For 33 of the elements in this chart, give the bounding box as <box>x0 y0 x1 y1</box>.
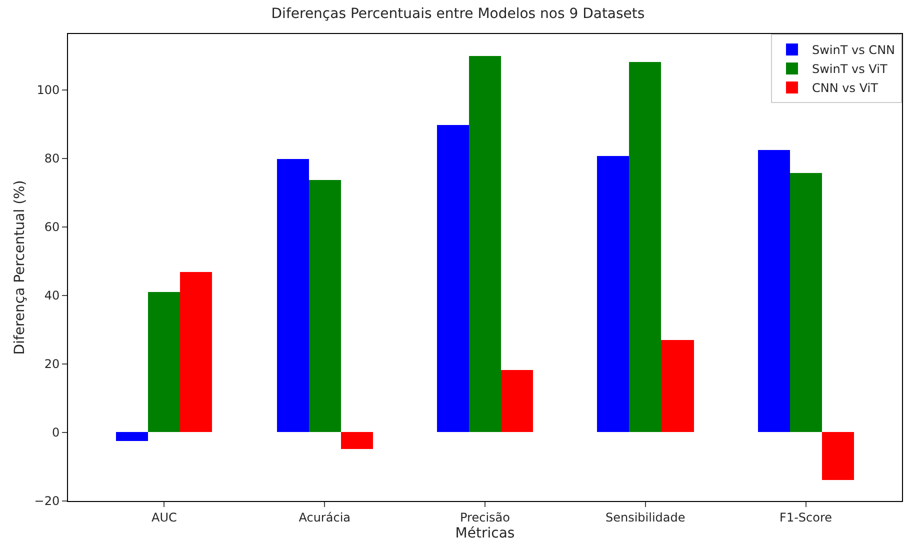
x-tick-label: Acurácia <box>298 510 351 524</box>
x-axis-title: Métricas <box>455 526 515 542</box>
bar <box>180 272 212 432</box>
x-tick-label: AUC <box>152 510 177 524</box>
bar <box>822 432 854 480</box>
bar <box>148 292 180 432</box>
y-tick-label: 40 <box>44 288 60 303</box>
y-axis-title: Diferença Percentual (%) <box>12 180 28 355</box>
y-tick-label: 80 <box>44 152 60 166</box>
bar <box>629 62 661 432</box>
bar <box>116 432 148 441</box>
bar <box>469 56 501 432</box>
chart-title: Diferenças Percentuais entre Modelos nos 9 Datasets <box>271 6 645 22</box>
x-tick-label: Precisão <box>460 510 510 524</box>
bar <box>758 150 790 432</box>
y-tick-label: 60 <box>44 220 60 234</box>
bar <box>597 156 629 432</box>
bar <box>309 180 341 432</box>
x-tick-label: Sensibilidade <box>605 510 686 524</box>
bar <box>790 173 822 432</box>
bar <box>661 340 694 432</box>
bar <box>437 125 469 432</box>
y-tick-label: 100 <box>36 83 60 98</box>
bar <box>341 432 373 449</box>
bar <box>501 370 533 432</box>
x-tick-label: F1-Score <box>780 510 832 524</box>
y-tick-label: −20 <box>34 494 60 508</box>
legend-label: SwinT vs CNN <box>812 43 896 58</box>
legend-label: CNN vs ViT <box>812 81 879 96</box>
y-tick-label: 0 <box>52 426 60 440</box>
y-tick-label: 20 <box>44 357 60 372</box>
legend-label: SwinT vs ViT <box>812 62 888 76</box>
bar <box>277 159 309 432</box>
